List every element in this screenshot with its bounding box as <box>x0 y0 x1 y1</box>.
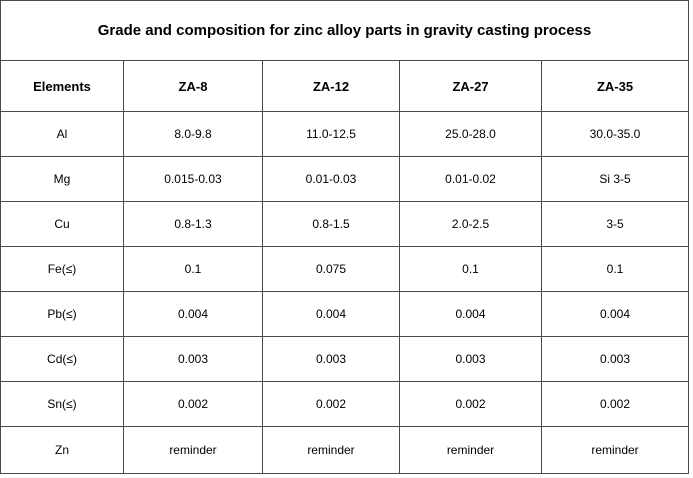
table-cell[interactable]: 25.0-28.0 <box>399 111 542 157</box>
table-cell[interactable]: 0.003 <box>262 336 400 382</box>
table-cell[interactable]: 0.002 <box>262 381 400 427</box>
table-row: Pb(≤) 0.004 0.004 0.004 0.004 <box>0 291 690 337</box>
element-cell[interactable]: Fe(≤) <box>0 246 124 292</box>
table-row: Fe(≤) 0.1 0.075 0.1 0.1 <box>0 246 690 292</box>
element-cell[interactable]: Sn(≤) <box>0 381 124 427</box>
table-cell[interactable]: 0.1 <box>540 246 690 292</box>
table-cell[interactable]: reminder <box>399 426 542 474</box>
table-cell[interactable]: 11.0-12.5 <box>262 111 400 157</box>
table-row: Cd(≤) 0.003 0.003 0.003 0.003 <box>0 336 690 382</box>
table-cell[interactable]: 0.002 <box>540 381 690 427</box>
table-cell[interactable]: 0.004 <box>262 291 400 337</box>
header-row: Elements ZA-8 ZA-12 ZA-27 ZA-35 <box>0 60 690 112</box>
header-cell-za-35[interactable]: ZA-35 <box>540 60 690 112</box>
table-cell[interactable]: 3-5 <box>540 201 690 247</box>
header-cell-za-8[interactable]: ZA-8 <box>123 60 263 112</box>
element-cell[interactable]: Cd(≤) <box>0 336 124 382</box>
table-cell[interactable]: 30.0-35.0 <box>540 111 690 157</box>
table-cell[interactable]: 0.01-0.03 <box>262 156 400 202</box>
table-row: Mg 0.015-0.03 0.01-0.03 0.01-0.02 Si 3-5 <box>0 156 690 202</box>
table-title[interactable]: Grade and composition for zinc alloy par… <box>0 0 690 61</box>
table-cell[interactable]: 0.075 <box>262 246 400 292</box>
element-cell[interactable]: Pb(≤) <box>0 291 124 337</box>
title-row: Grade and composition for zinc alloy par… <box>0 0 690 61</box>
table-row: Al 8.0-9.8 11.0-12.5 25.0-28.0 30.0-35.0 <box>0 111 690 157</box>
table-cell[interactable]: 0.002 <box>399 381 542 427</box>
element-cell[interactable]: Cu <box>0 201 124 247</box>
table-cell[interactable]: 0.8-1.3 <box>123 201 263 247</box>
header-cell-elements[interactable]: Elements <box>0 60 124 112</box>
table-row: Zn reminder reminder reminder reminder <box>0 426 690 474</box>
table-cell[interactable]: Si 3-5 <box>540 156 690 202</box>
table-cell[interactable]: 0.004 <box>399 291 542 337</box>
header-cell-za-12[interactable]: ZA-12 <box>262 60 400 112</box>
table-cell[interactable]: reminder <box>123 426 263 474</box>
table-cell[interactable]: reminder <box>540 426 690 474</box>
element-cell[interactable]: Zn <box>0 426 124 474</box>
table-cell[interactable]: 0.004 <box>540 291 690 337</box>
table-cell[interactable]: 0.003 <box>399 336 542 382</box>
header-cell-za-27[interactable]: ZA-27 <box>399 60 542 112</box>
table-cell[interactable]: 0.003 <box>540 336 690 382</box>
table-cell[interactable]: 0.004 <box>123 291 263 337</box>
table-row: Cu 0.8-1.3 0.8-1.5 2.0-2.5 3-5 <box>0 201 690 247</box>
table-cell[interactable]: 0.003 <box>123 336 263 382</box>
table-cell[interactable]: 0.8-1.5 <box>262 201 400 247</box>
table-cell[interactable]: 0.01-0.02 <box>399 156 542 202</box>
table-cell[interactable]: 2.0-2.5 <box>399 201 542 247</box>
table-cell[interactable]: 0.1 <box>123 246 263 292</box>
table-row: Sn(≤) 0.002 0.002 0.002 0.002 <box>0 381 690 427</box>
table-cell[interactable]: 8.0-9.8 <box>123 111 263 157</box>
table-cell[interactable]: 0.015-0.03 <box>123 156 263 202</box>
table-cell[interactable]: reminder <box>262 426 400 474</box>
table-cell[interactable]: 0.002 <box>123 381 263 427</box>
element-cell[interactable]: Mg <box>0 156 124 202</box>
element-cell[interactable]: Al <box>0 111 124 157</box>
table-cell[interactable]: 0.1 <box>399 246 542 292</box>
